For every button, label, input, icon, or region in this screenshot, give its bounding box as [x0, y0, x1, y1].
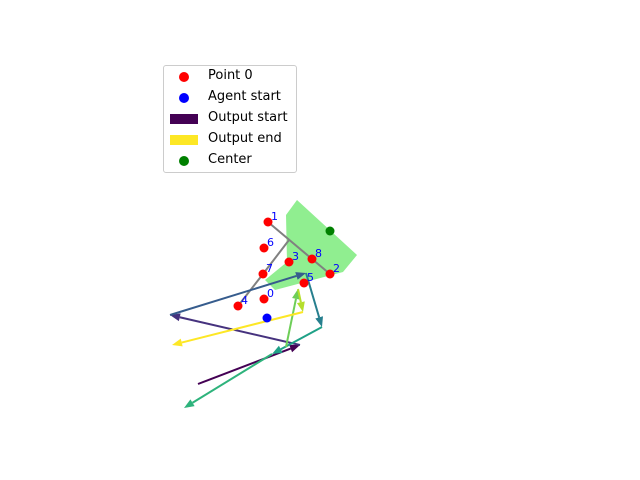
legend-label-center: Center — [208, 152, 252, 167]
point-label-8: 8 — [315, 247, 322, 260]
legend-label-output-end: Output end — [208, 131, 282, 146]
green-region — [265, 200, 357, 290]
point-marker-5 — [299, 278, 309, 288]
point-marker-7 — [258, 269, 268, 279]
skeleton-line-2 — [262, 239, 290, 275]
legend-entry-output-start: Output start — [164, 109, 298, 129]
point-marker-3 — [284, 257, 294, 267]
point-label-7: 7 — [266, 262, 273, 275]
legend-entry-center: Center — [164, 151, 298, 171]
point-label-2: 2 — [333, 262, 340, 275]
point-label-0: 0 — [267, 287, 274, 300]
arrow-shaft-4 — [280, 326, 323, 351]
point-marker-1 — [263, 217, 273, 227]
point-label-5: 5 — [307, 271, 314, 284]
arrow-head-2 — [295, 272, 306, 280]
arrow-shaft-5 — [192, 353, 273, 404]
legend-red-marker — [179, 72, 189, 82]
legend-entry-point0: Point 0 — [164, 67, 298, 87]
arrow-head-5 — [184, 399, 195, 408]
arrow-head-7 — [296, 301, 305, 312]
legend-yellow-patch — [170, 135, 198, 145]
legend-label-output-start: Output start — [208, 110, 288, 125]
skeleton-line-0 — [267, 221, 313, 260]
arrow-head-0 — [289, 344, 300, 353]
arrow-shaft-0 — [197, 347, 292, 385]
arrow-shaft-8 — [181, 311, 304, 344]
legend: Point 0 Agent start Output start Output … — [163, 65, 297, 173]
arrow-shaft-1 — [179, 316, 301, 346]
arrow-head-8 — [172, 338, 183, 347]
point-label-4: 4 — [241, 294, 248, 307]
point-label-6: 6 — [267, 236, 274, 249]
legend-entry-agent-start: Agent start — [164, 88, 298, 108]
arrows-layer — [169, 272, 323, 408]
arrow-shaft-7 — [297, 288, 302, 303]
point-label-3: 3 — [292, 250, 299, 263]
points-layer: 0 1 2 3 4 5 6 7 8 — [233, 210, 340, 323]
legend-label-point0: Point 0 — [208, 68, 253, 83]
arrow-shaft-2 — [169, 274, 297, 316]
arrow-head-3 — [315, 316, 323, 327]
agent-start-marker — [262, 313, 272, 323]
center-marker — [325, 226, 335, 236]
region-layer — [265, 200, 357, 290]
arrow-head-4 — [272, 345, 283, 354]
point-marker-8 — [307, 254, 317, 264]
point-marker-4 — [233, 301, 243, 311]
legend-green-marker — [179, 156, 189, 166]
point-marker-2 — [325, 269, 335, 279]
point-label-1: 1 — [271, 210, 278, 223]
arrow-head-1 — [170, 313, 181, 322]
point-marker-6 — [259, 243, 269, 253]
arrow-shaft-6 — [285, 298, 297, 348]
legend-entry-output-end: Output end — [164, 130, 298, 150]
legend-blue-marker — [179, 93, 189, 103]
arrow-shaft-3 — [305, 272, 321, 318]
point-marker-0 — [259, 294, 269, 304]
legend-label-agent-start: Agent start — [208, 89, 281, 104]
legend-purple-patch — [170, 114, 198, 124]
